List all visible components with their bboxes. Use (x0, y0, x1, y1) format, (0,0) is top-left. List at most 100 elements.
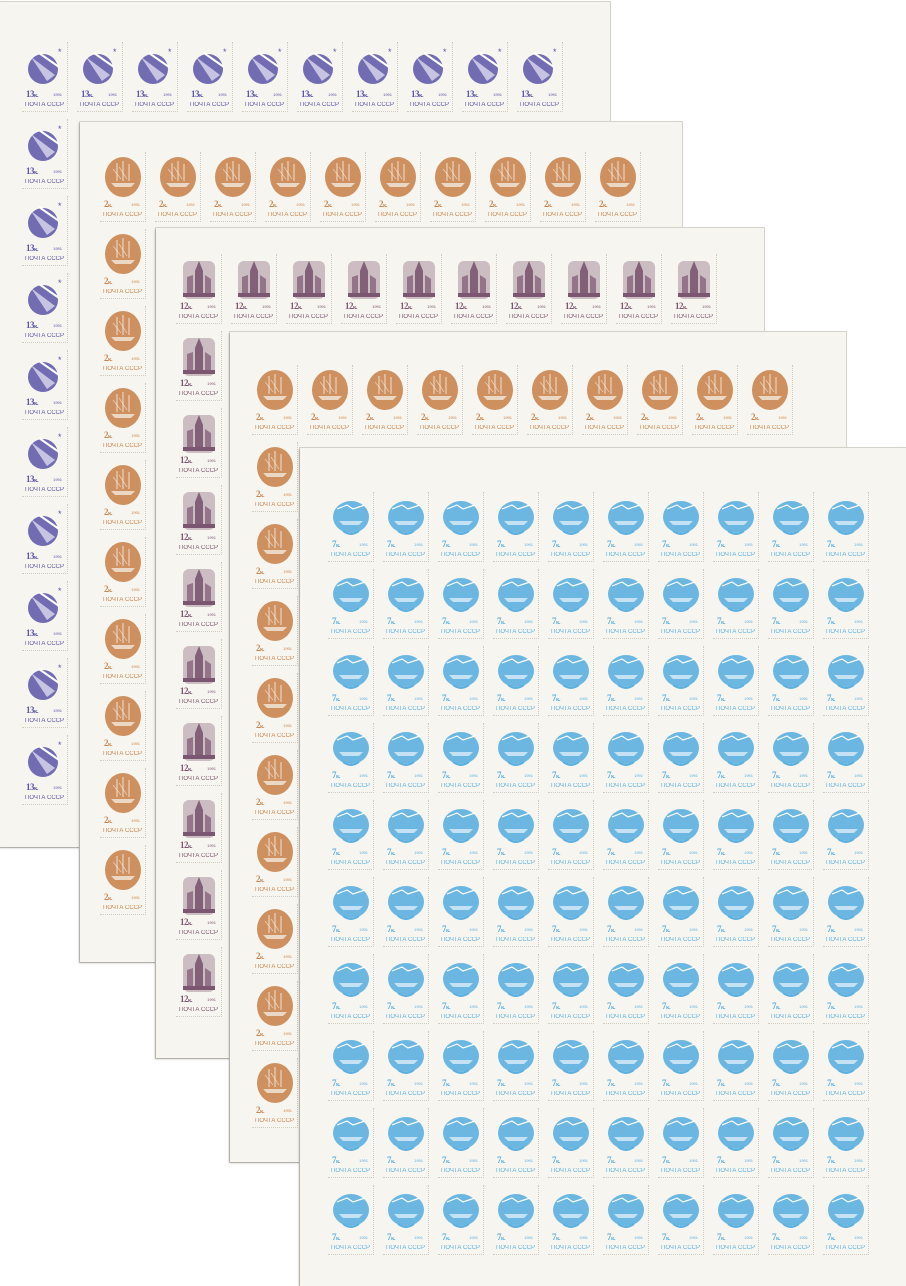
stamp: 12к. 1991 ПОЧТА СССР (176, 331, 222, 401)
stamp-country: ПОЧТА СССР (420, 425, 459, 431)
stamp-country: ПОЧТА СССР (606, 937, 645, 943)
stamp-design-image (498, 1117, 534, 1151)
stamp-year: 1991 (634, 542, 643, 547)
stamp-value: 2к. (256, 489, 264, 499)
stamp: 7к. 1991 ПОЧТА СССР (438, 800, 484, 870)
stamp-value: 7к. (607, 1001, 615, 1011)
stamp-value: 7к. (772, 924, 780, 934)
stamp: * 13к. 1991 ПОЧТА СССР (22, 42, 68, 112)
stamp-value: 7к. (662, 770, 670, 780)
stamp: 2к. 1991 ПОЧТА СССР (252, 904, 298, 974)
stamp-value: 7к. (442, 1155, 450, 1165)
stamp: 7к. 1991 ПОЧТА СССР (823, 800, 869, 870)
svg-text:*: * (58, 509, 62, 519)
stamp-value: 12к. (675, 301, 687, 311)
svg-text:*: * (113, 47, 117, 57)
stamp-value: 7к. (717, 1232, 725, 1242)
stamp-year: 1991 (414, 773, 423, 778)
stamp-country: ПОЧТА СССР (179, 776, 218, 782)
stamp-country: ПОЧТА СССР (441, 783, 480, 789)
stamp-country: ПОЧТА СССР (441, 1168, 480, 1174)
stamp: 2к. 1991 ПОЧТА СССР (100, 460, 146, 530)
stamp: 7к. 1991 ПОЧТА СССР (603, 800, 649, 870)
stamp-value: 2к. (641, 412, 649, 422)
stamp-design-image (718, 655, 754, 689)
stamp-country: ПОЧТА СССР (826, 783, 865, 789)
stamp-country: ПОЧТА СССР (826, 552, 865, 558)
stamp-value: 7к. (772, 1155, 780, 1165)
stamp-value: 7к. (552, 693, 560, 703)
stamp-country: ПОЧТА СССР (661, 1091, 700, 1097)
stamp-country: ПОЧТА СССР (344, 314, 383, 320)
stamp-country: ПОЧТА СССР (606, 629, 645, 635)
stamp-value: 7к. (442, 1001, 450, 1011)
stamp-country: ПОЧТА СССР (640, 425, 679, 431)
stamp-value: 2к. (256, 643, 264, 653)
stamp: 2к. 1991 ПОЧТА СССР (252, 1058, 298, 1128)
stamp-year: 1991 (579, 1004, 588, 1009)
stamp-design-image (333, 655, 369, 689)
stamp-country: ПОЧТА СССР (179, 930, 218, 936)
stamp: 2к. 1991 ПОЧТА СССР (100, 845, 146, 915)
stamp-value: 7к. (552, 1155, 560, 1165)
stamp-country: ПОЧТА СССР (716, 1245, 755, 1251)
stamp-design-image (608, 886, 644, 920)
stamp-design-image (498, 886, 534, 920)
stamp: * 13к. 1991 ПОЧТА СССР (132, 42, 178, 112)
stamp-year: 1991 (537, 304, 546, 309)
stamp: * 13к. 1991 ПОЧТА СССР (22, 504, 68, 574)
stamp-value: 13к. (26, 628, 38, 638)
stamp-country: ПОЧТА СССР (331, 783, 370, 789)
stamp-country: ПОЧТА СССР (716, 1014, 755, 1020)
stamp-design-image (105, 542, 141, 582)
stamp: 7к. 1991 ПОЧТА СССР (328, 954, 374, 1024)
stamp: 7к. 1991 ПОЧТА СССР (713, 492, 759, 562)
stamp-design-image (828, 1117, 864, 1151)
stamp-year: 1991 (131, 433, 140, 438)
stamp-country: ПОЧТА СССР (378, 212, 417, 218)
stamp-design-image (257, 447, 293, 487)
stamp: 7к. 1991 ПОЧТА СССР (658, 492, 704, 562)
stamp-year: 1991 (283, 800, 292, 805)
stamp-year: 1991 (634, 773, 643, 778)
stamp-design-image (752, 370, 788, 410)
stamp-design-image (333, 501, 369, 535)
stamp-design-image (545, 157, 581, 197)
stamp: 7к. 1991 ПОЧТА СССР (603, 1108, 649, 1178)
stamp-year: 1991 (854, 1081, 863, 1086)
stamp-design-image (105, 619, 141, 659)
stamp: 2к. 1991 ПОЧТА СССР (430, 152, 476, 222)
stamp-value: 13к. (191, 89, 203, 99)
stamp-year: 1991 (469, 1235, 478, 1240)
stamp-design-image (828, 501, 864, 535)
stamp-country: ПОЧТА СССР (331, 860, 370, 866)
stamp-value: 7к. (552, 924, 560, 934)
stamp-design-image (388, 1117, 424, 1151)
stamp-design-image (160, 157, 196, 197)
stamp-country: ПОЧТА СССР (441, 937, 480, 943)
stamp-year: 1991 (469, 619, 478, 624)
stamp-value: 12к. (565, 301, 577, 311)
stamp-value: 7к. (497, 1232, 505, 1242)
stamp-year: 1991 (108, 92, 117, 97)
stamp-design-image (443, 501, 479, 535)
stamp-design-image: * (138, 47, 172, 84)
stamp-country: ПОЧТА СССР (179, 853, 218, 859)
stamp-year: 1991 (207, 612, 216, 617)
stamp-country: ПОЧТА СССР (103, 212, 142, 218)
stamp-design-image (238, 261, 270, 299)
stamp: 12к. 1991 ПОЧТА СССР (176, 254, 222, 324)
stamp-year: 1991 (469, 927, 478, 932)
stamp-design-image (773, 1040, 809, 1074)
stamp-country: ПОЧТА СССР (661, 783, 700, 789)
stamp-design-image (718, 501, 754, 535)
stamp-design-image (718, 963, 754, 997)
stamp-year: 1991 (592, 304, 601, 309)
stamp: 2к. 1991 ПОЧТА СССР (362, 365, 408, 435)
stamp-year: 1991 (689, 773, 698, 778)
stamp-country: ПОЧТА СССР (441, 629, 480, 635)
stamp-country: ПОЧТА СССР (826, 1168, 865, 1174)
stamp: 7к. 1991 ПОЧТА СССР (713, 954, 759, 1024)
stamp-design-image (257, 601, 293, 641)
stamp-value: 7к. (387, 1001, 395, 1011)
